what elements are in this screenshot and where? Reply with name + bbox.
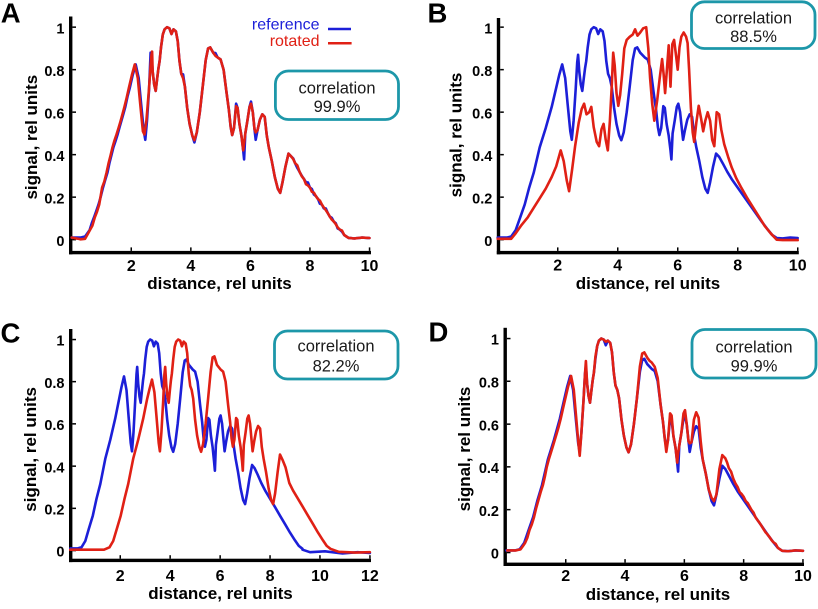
svg-text:distance, rel units: distance, rel units xyxy=(148,584,293,603)
svg-text:0.8: 0.8 xyxy=(44,376,64,392)
svg-text:0: 0 xyxy=(56,234,64,250)
svg-text:8: 8 xyxy=(739,568,748,585)
svg-text:distance, rel units: distance, rel units xyxy=(576,274,721,293)
svg-text:1: 1 xyxy=(491,333,499,349)
svg-text:0: 0 xyxy=(484,234,492,250)
svg-text:rotated: rotated xyxy=(270,33,320,50)
svg-text:2: 2 xyxy=(116,568,125,585)
svg-text:8: 8 xyxy=(733,258,742,275)
svg-text:6: 6 xyxy=(680,568,689,585)
svg-text:2: 2 xyxy=(127,258,136,275)
svg-text:0.4: 0.4 xyxy=(472,149,492,165)
svg-text:0.8: 0.8 xyxy=(44,64,64,80)
svg-text:4: 4 xyxy=(166,568,175,585)
svg-text:correlation: correlation xyxy=(715,338,792,356)
svg-text:0.6: 0.6 xyxy=(44,418,64,434)
svg-text:0: 0 xyxy=(491,547,499,563)
svg-text:0.6: 0.6 xyxy=(472,106,492,122)
svg-text:0.2: 0.2 xyxy=(44,503,64,519)
svg-text:0.8: 0.8 xyxy=(472,64,492,80)
svg-text:6: 6 xyxy=(216,568,225,585)
svg-text:2: 2 xyxy=(553,258,562,275)
svg-text:4: 4 xyxy=(613,258,622,275)
svg-text:8: 8 xyxy=(305,258,314,275)
svg-text:0.6: 0.6 xyxy=(44,106,64,122)
svg-text:6: 6 xyxy=(246,258,255,275)
svg-text:88.5%: 88.5% xyxy=(730,28,777,46)
svg-text:B: B xyxy=(428,0,448,28)
svg-text:2: 2 xyxy=(561,568,570,585)
svg-text:6: 6 xyxy=(673,258,682,275)
svg-text:correlation: correlation xyxy=(297,337,374,355)
svg-text:0.2: 0.2 xyxy=(479,504,499,520)
svg-text:distance, rel units: distance, rel units xyxy=(147,274,292,293)
svg-text:D: D xyxy=(429,317,449,348)
svg-text:8: 8 xyxy=(266,568,275,585)
svg-text:C: C xyxy=(1,317,21,348)
svg-text:signal, rel units: signal, rel units xyxy=(21,387,40,512)
svg-text:signal, rel units: signal, rel units xyxy=(455,387,474,512)
svg-text:10: 10 xyxy=(311,568,329,585)
svg-text:0.8: 0.8 xyxy=(479,376,499,392)
svg-text:signal, rel units: signal, rel units xyxy=(447,73,466,198)
svg-text:0.4: 0.4 xyxy=(44,149,64,165)
svg-text:10: 10 xyxy=(361,258,379,275)
svg-text:1: 1 xyxy=(56,21,64,37)
svg-text:10: 10 xyxy=(789,258,807,275)
svg-text:12: 12 xyxy=(361,568,379,585)
svg-text:0: 0 xyxy=(56,545,64,561)
svg-text:99.9%: 99.9% xyxy=(314,98,361,116)
svg-text:correlation: correlation xyxy=(715,9,792,27)
svg-text:A: A xyxy=(1,0,21,28)
svg-text:correlation: correlation xyxy=(298,79,375,97)
svg-text:0.6: 0.6 xyxy=(479,418,499,434)
svg-text:0.2: 0.2 xyxy=(472,191,492,207)
svg-text:distance, rel units: distance, rel units xyxy=(586,585,731,604)
svg-text:4: 4 xyxy=(621,568,630,585)
svg-text:99.9%: 99.9% xyxy=(731,357,778,375)
svg-text:1: 1 xyxy=(56,334,64,350)
svg-text:0.2: 0.2 xyxy=(44,191,64,207)
svg-text:0.4: 0.4 xyxy=(44,460,64,476)
svg-text:10: 10 xyxy=(794,568,812,585)
svg-text:1: 1 xyxy=(484,21,492,37)
svg-text:82.2%: 82.2% xyxy=(313,357,360,375)
svg-text:signal, rel units: signal, rel units xyxy=(22,75,41,200)
svg-text:reference: reference xyxy=(252,16,320,33)
svg-text:4: 4 xyxy=(186,258,195,275)
svg-text:0.4: 0.4 xyxy=(479,461,499,477)
